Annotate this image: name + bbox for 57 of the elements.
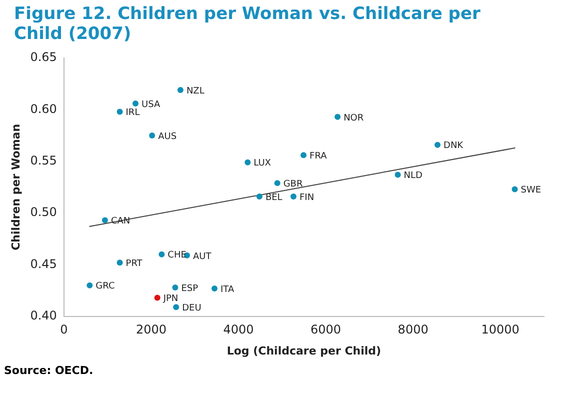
annotation: PRT <box>126 258 143 269</box>
x-tick-label: 8000 <box>398 322 428 337</box>
y-tick-label: 0.50 <box>30 205 57 220</box>
annotation: LUX <box>254 158 271 169</box>
source-note: Source: OECD. <box>3 364 94 377</box>
point <box>154 294 160 301</box>
annotation: ESP <box>181 284 199 294</box>
annotation: FIN <box>299 192 314 203</box>
x-axis-title: Log (Childcare per Child) <box>226 344 382 358</box>
y-tick-label: 0.40 <box>30 308 57 323</box>
point <box>512 186 518 192</box>
annotation: BEL <box>265 192 282 203</box>
point <box>116 260 123 266</box>
x-tick-label: 0 <box>60 322 68 337</box>
point <box>86 282 93 288</box>
y-tick-label: 0.65 <box>30 50 57 64</box>
point <box>274 180 280 186</box>
point <box>334 114 341 120</box>
point <box>244 159 251 166</box>
annotation: DNK <box>444 141 464 152</box>
annotation: GRC <box>96 282 115 292</box>
annotation: AUS <box>158 132 177 142</box>
annotation: USA <box>141 100 161 110</box>
point <box>300 152 307 158</box>
annotation: ITA <box>220 284 235 295</box>
annotation: NZL <box>186 86 204 96</box>
x-tick-label: 4000 <box>223 322 254 337</box>
point <box>256 194 262 200</box>
point <box>158 251 165 258</box>
annotation: NLD <box>404 171 423 182</box>
chart-title: Figure 12. Children per Woman vs. Childcare per Child (2007) <box>13 3 482 44</box>
point <box>172 284 178 290</box>
x-tick-label: 10000 <box>481 322 520 337</box>
point <box>211 285 218 292</box>
y-tick-label: 0.60 <box>30 102 57 116</box>
point <box>116 108 123 115</box>
point <box>290 194 296 200</box>
x-tick-label: 2000 <box>136 322 166 337</box>
annotation: JPN <box>162 294 178 304</box>
annotation: IRL <box>126 108 140 118</box>
point <box>149 132 156 139</box>
y-axis-title: Children per Woman <box>9 124 22 250</box>
y-tick-label: 0.55 <box>30 153 57 168</box>
point <box>132 100 138 106</box>
annotation: DEU <box>182 303 202 314</box>
point <box>434 142 441 148</box>
annotation: AUT <box>192 252 212 262</box>
y-tick-label: 0.45 <box>30 256 57 271</box>
annotation: GBR <box>283 179 303 190</box>
point <box>173 304 180 310</box>
annotation: SWE <box>520 186 542 196</box>
annotation: NOR <box>344 113 364 124</box>
point <box>394 172 401 178</box>
point <box>102 217 108 224</box>
x-tick-label: 6000 <box>310 322 342 337</box>
annotation: FRA <box>310 152 328 162</box>
point <box>177 87 184 94</box>
